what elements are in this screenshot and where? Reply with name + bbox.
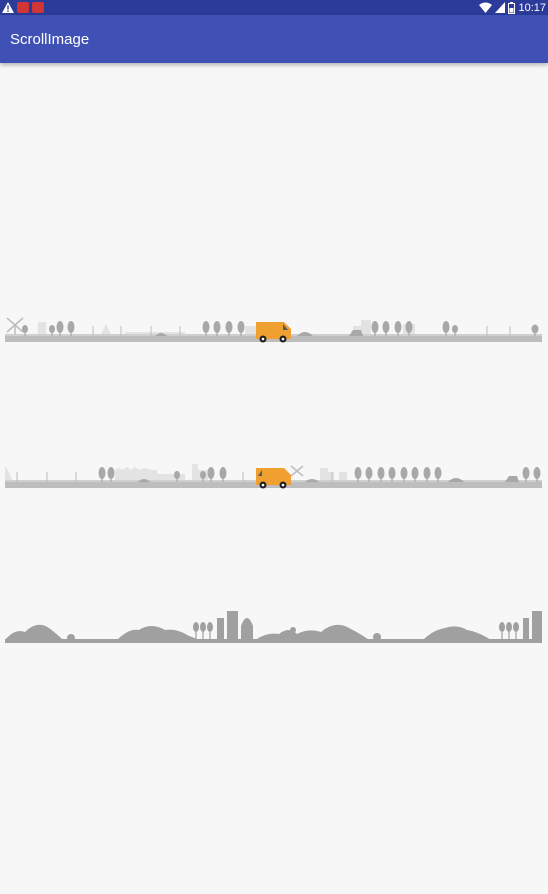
van-icon (256, 468, 291, 489)
city-road-strip-2 (5, 458, 542, 490)
hills-strip (5, 606, 542, 644)
notification-app-icon (17, 2, 29, 13)
wifi-icon (479, 2, 493, 13)
notification-app-icon (32, 2, 44, 13)
status-time: 10:17 (518, 1, 546, 14)
city-road-strip-1 (5, 312, 542, 344)
status-right-icons: 10:17 (479, 0, 546, 15)
status-bar: 10:17 (0, 0, 548, 15)
warning-icon (2, 2, 14, 13)
app-title: ScrollImage (10, 31, 90, 48)
status-left-icons (2, 0, 44, 15)
app-bar: ScrollImage (0, 15, 548, 63)
van-icon (256, 322, 291, 343)
battery-icon (508, 1, 516, 14)
signal-icon (495, 2, 506, 13)
